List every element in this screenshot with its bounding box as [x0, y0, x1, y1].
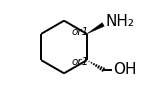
Text: or1: or1	[72, 27, 89, 37]
Text: NH₂: NH₂	[105, 14, 134, 29]
Text: or1: or1	[72, 57, 89, 67]
Text: OH: OH	[113, 62, 136, 77]
Polygon shape	[87, 23, 104, 34]
